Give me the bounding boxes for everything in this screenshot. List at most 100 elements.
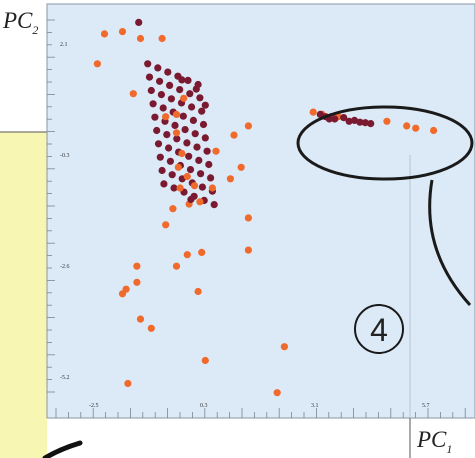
dark-point-4 (187, 195, 195, 204)
cluster-point-8 (166, 81, 174, 89)
data-points (93, 18, 438, 397)
plot-frame (46, 3, 475, 419)
cluster-point-22 (189, 116, 197, 124)
orange-point-31 (133, 278, 141, 286)
cluster-point-59 (210, 201, 218, 209)
x-tick-label-3: 3.1 (311, 403, 319, 409)
orange-point-38 (201, 356, 209, 365)
cluster-point-47 (207, 174, 215, 182)
orange-point-6 (180, 94, 188, 102)
dark-point-14 (367, 120, 375, 128)
cluster-point-2 (164, 68, 172, 76)
orange-point-40 (273, 389, 281, 397)
y-axis-label: PC2 (2, 8, 38, 37)
orange-point-5 (129, 90, 137, 98)
cluster-point-6 (145, 73, 154, 81)
cluster-point-54 (160, 180, 168, 188)
orange-point-17 (176, 184, 184, 192)
orange-point-23 (169, 205, 177, 213)
orange-point-22 (226, 175, 234, 183)
x-axis-label-main: PC (416, 427, 447, 452)
orange-point-11 (172, 129, 181, 137)
cluster-point-23 (199, 120, 208, 129)
cluster-point-55 (170, 184, 178, 192)
orange-point-25 (162, 221, 170, 229)
cluster-point-35 (203, 147, 211, 155)
cluster-point-10 (186, 90, 194, 98)
dark-point-10 (345, 117, 353, 125)
y-axis-label-sub: 2 (32, 23, 38, 37)
cluster-point-45 (186, 166, 195, 174)
orange-point-18 (190, 182, 199, 190)
orange-point-7 (172, 110, 181, 118)
cluster-point-37 (165, 144, 173, 152)
dark-point-3 (201, 101, 209, 109)
cluster-point-16 (188, 103, 196, 111)
orange-point-47 (412, 124, 420, 132)
plot-area (47, 4, 475, 418)
orange-point-39 (124, 379, 132, 388)
y-tick-label-3: -2.6 (60, 264, 70, 270)
orange-point-37 (280, 343, 288, 351)
orange-point-10 (230, 131, 238, 139)
orange-point-33 (118, 290, 127, 298)
cluster-point-46 (197, 170, 205, 178)
orange-point-8 (162, 113, 170, 121)
orange-point-28 (198, 248, 206, 256)
orange-point-48 (430, 126, 438, 135)
y-tick-label-1: 2.1 (60, 42, 68, 48)
cluster-point-41 (205, 160, 213, 169)
dark-point-1 (178, 76, 186, 84)
dark-point-5 (316, 110, 324, 118)
x-tick-label-4: 5.7 (422, 403, 430, 409)
cluster-point-29 (201, 134, 209, 142)
orange-point-41 (309, 108, 317, 116)
cluster-point-26 (171, 121, 179, 129)
orange-point-30 (172, 262, 181, 270)
dark-point-0 (135, 18, 143, 26)
step-badge-label: 4 (370, 312, 388, 348)
orange-point-3 (158, 34, 166, 43)
orange-point-26 (244, 246, 252, 254)
cluster-point-9 (176, 86, 184, 94)
orange-point-34 (194, 287, 202, 296)
dark-point-9 (340, 114, 348, 122)
x-tick-marks (55, 408, 466, 418)
cluster-point-18 (149, 100, 157, 108)
orange-point-45 (383, 117, 391, 125)
cluster-point-27 (181, 126, 189, 134)
cluster-point-28 (191, 130, 199, 138)
cluster-point-0 (144, 60, 152, 68)
orange-point-12 (178, 149, 186, 158)
x-tick-label-1: -2.5 (89, 403, 99, 409)
cluster-point-21 (179, 112, 187, 120)
y-tick-label-2: -0.3 (60, 153, 70, 159)
orange-point-14 (174, 163, 182, 171)
orange-point-46 (403, 122, 411, 130)
cluster-point-11 (196, 94, 204, 102)
orange-point-16 (237, 163, 245, 171)
cluster-point-1 (154, 64, 162, 72)
dark-point-2 (192, 85, 200, 93)
cluster-point-49 (168, 171, 176, 179)
cluster-point-34 (193, 143, 201, 151)
cluster-point-39 (185, 152, 193, 160)
orange-point-21 (196, 198, 204, 206)
y-axis-label-main: PC (2, 8, 33, 33)
cluster-point-17 (198, 107, 206, 115)
orange-point-4 (93, 60, 101, 68)
y-tick-label-4: -5.2 (60, 375, 70, 381)
cluster-point-32 (173, 135, 181, 143)
orange-point-1 (118, 28, 127, 36)
orange-point-36 (147, 324, 155, 332)
orange-point-35 (136, 315, 145, 323)
dark-point-12 (356, 118, 364, 126)
yellow-backdrop (0, 132, 47, 458)
connector-curve (428, 179, 472, 307)
x-axis-label: PC1 (416, 427, 452, 456)
orange-point-2 (136, 34, 145, 43)
orange-point-19 (208, 184, 216, 192)
step-badge (354, 304, 404, 354)
cluster-point-48 (158, 166, 166, 175)
